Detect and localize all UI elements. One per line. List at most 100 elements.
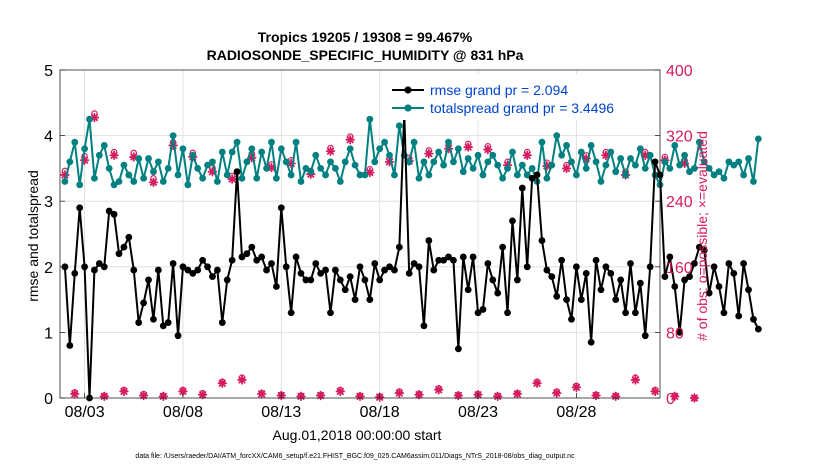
totalspread-point <box>735 158 743 166</box>
obs-evaluated-stroke <box>415 391 423 399</box>
rmse-point <box>223 276 231 284</box>
totalspread-point <box>371 158 379 166</box>
totalspread-point <box>282 158 290 166</box>
totalspread-point <box>376 145 384 153</box>
rmse-point <box>415 263 423 271</box>
totalspread-point <box>346 145 354 153</box>
obs-evaluated-stroke <box>690 394 699 402</box>
totalspread-point <box>592 158 600 166</box>
totalspread-point <box>646 151 654 159</box>
y-left-tick-label: 1 <box>44 325 53 342</box>
y-left-tick-label: 3 <box>44 194 53 211</box>
rmse-point <box>272 283 280 290</box>
obs-evaluated-stroke <box>553 389 561 397</box>
totalspread-point <box>115 178 123 185</box>
totalspread-point <box>450 158 457 166</box>
totalspread-point <box>135 155 143 162</box>
totalspread-point <box>386 151 393 159</box>
totalspread-point <box>504 165 511 172</box>
rmse-point <box>135 319 143 326</box>
totalspread-point <box>307 168 315 176</box>
totalspread-point <box>612 168 620 176</box>
obs-evaluated-point <box>109 150 119 160</box>
rmse-point <box>676 329 684 336</box>
rmse-point <box>115 250 123 258</box>
obs-evaluated-point <box>227 174 237 184</box>
totalspread-point <box>538 138 546 146</box>
totalspread-point <box>258 148 266 156</box>
rmse-point <box>617 276 625 284</box>
totalspread-point <box>317 165 325 172</box>
rmse-point <box>248 243 256 251</box>
rmse-point <box>405 269 413 277</box>
rmse-point <box>150 315 157 323</box>
totalspread-point <box>661 158 669 166</box>
y-right-tick-label: 240 <box>666 194 693 211</box>
obs-evaluated-stroke <box>641 151 649 159</box>
rmse-point <box>440 256 448 264</box>
totalspread-point <box>710 171 718 179</box>
rmse-point <box>336 276 344 284</box>
obs-evaluated-point <box>365 167 375 178</box>
y-right-tick-label: 320 <box>666 129 693 146</box>
rmse-point <box>705 289 713 297</box>
totalspread-point <box>700 158 708 166</box>
totalspread-point <box>361 171 369 179</box>
totalspread-point <box>479 171 487 179</box>
rmse-point <box>204 263 211 271</box>
totalspread-point <box>430 158 438 166</box>
rmse-point <box>213 266 221 274</box>
rmse-point <box>130 266 138 274</box>
totalspread-point <box>66 158 74 166</box>
totalspread-point <box>268 138 275 146</box>
totalspread-point <box>464 155 472 162</box>
obs-evaluated-stroke <box>435 386 443 394</box>
totalspread-point <box>204 161 211 169</box>
rmse-point <box>140 299 148 307</box>
totalspread-point <box>159 178 167 185</box>
rmse-point <box>523 263 531 271</box>
obs-evaluated-stroke <box>523 151 531 159</box>
rmse-point <box>592 256 600 264</box>
rmse-point <box>528 174 536 182</box>
obs-evaluated-point <box>256 389 267 399</box>
rmse-point <box>184 266 192 274</box>
rmse-point <box>317 269 325 277</box>
rmse-point <box>110 210 118 218</box>
totalspread-point <box>395 122 403 130</box>
totalspread-point <box>582 165 590 172</box>
totalspread-point <box>548 161 556 169</box>
obs-evaluated-stroke <box>326 147 335 155</box>
chart-title-line2: RADIOSONDE_SPECIFIC_HUMIDITY @ 831 hPa <box>207 47 524 63</box>
totalspread-point <box>563 142 570 149</box>
totalspread-point <box>745 155 752 162</box>
rmse-point <box>164 319 172 326</box>
rmse-point <box>302 276 310 284</box>
totalspread-point <box>509 148 516 156</box>
rmse-point <box>327 309 334 317</box>
totalspread-point <box>174 171 182 179</box>
totalspread-point <box>194 165 202 172</box>
rmse-point <box>66 342 74 349</box>
obs-evaluated-point <box>70 389 80 399</box>
totalspread-point <box>489 151 497 159</box>
rmse-point <box>572 263 580 271</box>
y-right-tick-label: 400 <box>666 63 693 80</box>
rmse-point <box>395 243 403 251</box>
rmse-point <box>351 296 359 303</box>
obs-evaluated-point <box>335 386 346 397</box>
totalspread-point <box>494 161 502 169</box>
rmse-point <box>268 260 275 267</box>
rmse-point <box>558 256 566 264</box>
rmse-point <box>445 253 452 261</box>
obs-evaluated-stroke <box>671 392 679 400</box>
rmse-point <box>750 315 757 323</box>
legend-marker-spread <box>404 104 412 112</box>
rmse-point <box>632 309 639 317</box>
right-axis: 0 80 160 240 320 400 <box>655 63 693 408</box>
x-axis: 08/03 08/08 08/13 08/18 08/23 08/28 <box>65 393 597 421</box>
totalspread-point <box>86 115 93 123</box>
rmse-point <box>292 253 300 261</box>
totalspread-point <box>572 171 580 179</box>
data-file-footnote: data file: /Users/raeder/DAI/ATM_forcXX/… <box>135 453 575 460</box>
